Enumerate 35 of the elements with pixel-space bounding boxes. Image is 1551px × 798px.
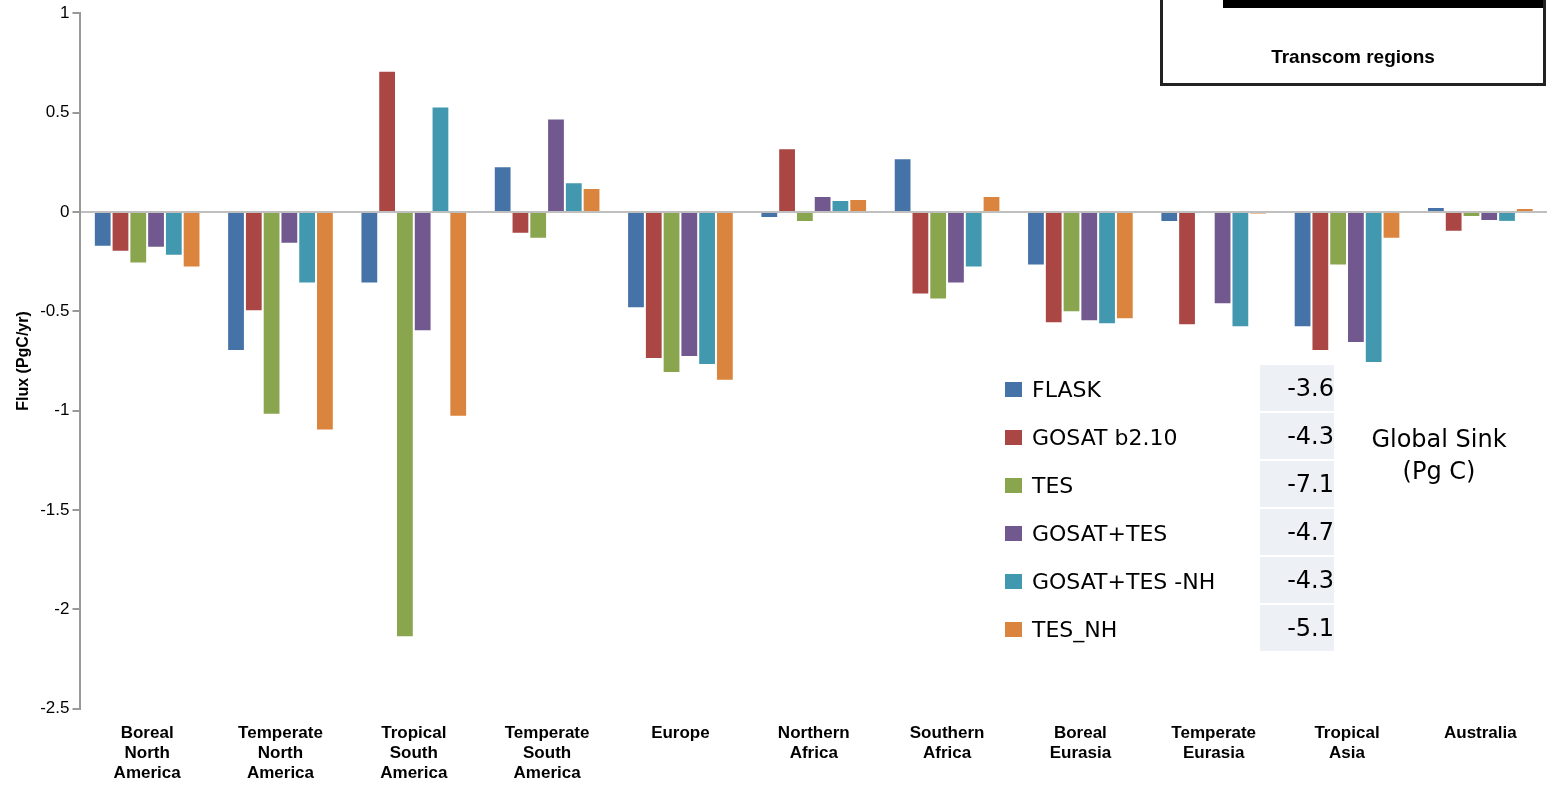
y-tick-label: -1.5 xyxy=(40,499,70,519)
x-tick-label: Boreal North America xyxy=(113,722,182,783)
y-tick-label: -2 xyxy=(54,599,70,619)
y-tick-label: -1 xyxy=(54,400,70,420)
annotation: -5.1 xyxy=(1287,614,1334,642)
annotation: -4.7 xyxy=(1287,518,1334,546)
x-tick-label: Boreal Eurasia xyxy=(1049,722,1112,763)
legend-label: GOSAT+TES -NH xyxy=(1032,568,1217,594)
y-tick-label: -0.5 xyxy=(40,301,70,320)
annotation: -4.3 xyxy=(1287,566,1334,594)
annotation: Global Sink (Pg C) xyxy=(1371,425,1507,485)
legend-label: TES xyxy=(1032,472,1075,498)
legend-label: TES_NH xyxy=(1032,616,1119,642)
y-tick-label: 1 xyxy=(60,2,70,22)
x-tick-label: Australia xyxy=(1443,722,1518,742)
annotation: Transcom regions xyxy=(1271,46,1435,67)
y-axis-title: Flux (PgC/yr) xyxy=(14,311,32,411)
x-tick-label: Northern Africa xyxy=(777,722,850,763)
x-tick-label: Europe xyxy=(651,722,710,742)
y-tick-label: 0.5 xyxy=(45,102,70,122)
x-tick-label: Temperate Eurasia xyxy=(1171,722,1257,763)
map-picture: Transcom regions xyxy=(1160,0,1546,86)
x-tick-label: Southern Africa xyxy=(909,722,985,763)
annotation: -4.3 xyxy=(1287,422,1334,450)
x-tick-label: Tropical Asia xyxy=(1314,722,1380,763)
x-tick-label: Tropical South America xyxy=(380,722,448,783)
legend-label: FLASK xyxy=(1032,376,1102,402)
legend-label: GOSAT b2.10 xyxy=(1032,424,1179,450)
y-tick-label: -2.5 xyxy=(40,698,70,718)
y-tick-label: 0 xyxy=(60,201,70,221)
annotation: -3.6 xyxy=(1287,374,1334,402)
legend-label: GOSAT+TES xyxy=(1032,520,1169,546)
annotation: -7.1 xyxy=(1287,470,1334,498)
x-tick-label: Temperate South America xyxy=(504,722,590,783)
x-tick-label: Temperate North America xyxy=(238,722,323,783)
